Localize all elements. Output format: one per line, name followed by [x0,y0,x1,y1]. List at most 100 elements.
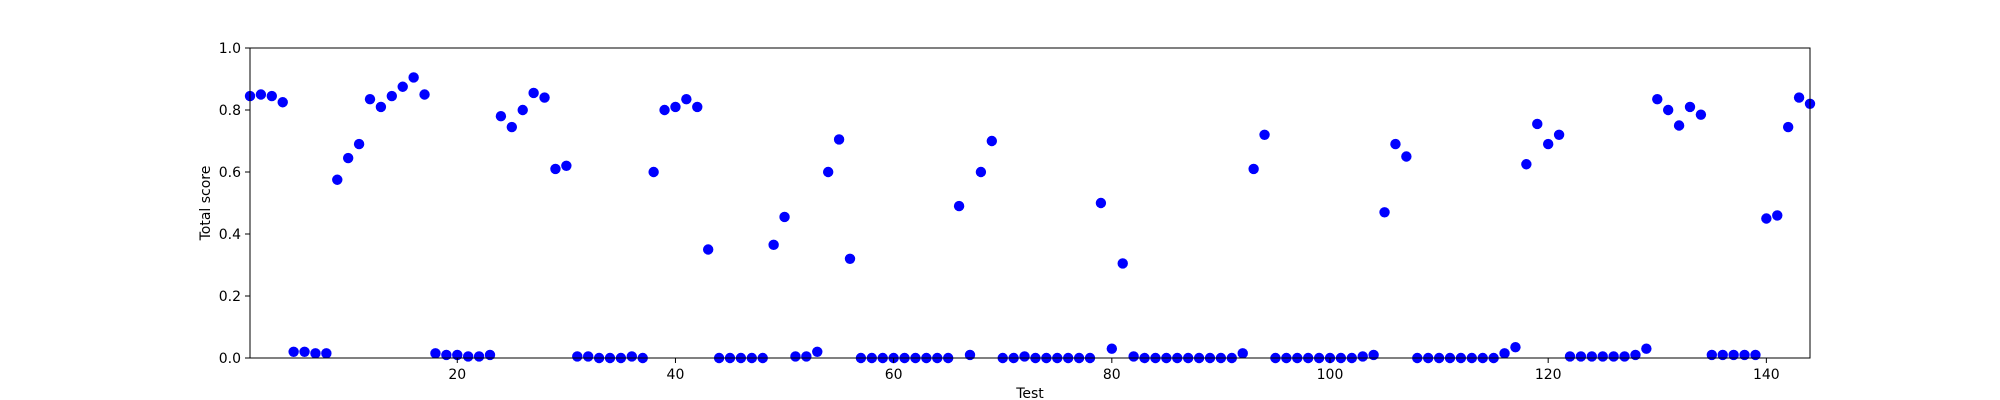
data-point [255,89,267,100]
data-point [1782,121,1794,133]
data-point [1532,118,1543,130]
data-point [1259,129,1270,140]
x-axis-label: Test [1015,386,1044,400]
x-tick-label: 140 [1753,367,1780,383]
data-point [506,121,518,133]
data-point [1761,213,1772,224]
data-point [670,101,681,113]
data-point [386,90,398,102]
data-point [462,351,474,362]
data-point [342,152,354,164]
y-tick-label: 0.4 [219,227,241,243]
data-point [702,244,714,255]
data-point [1662,104,1674,116]
data-point [1695,109,1707,120]
data-point [1684,101,1696,113]
data-point [1095,197,1107,209]
y-tick-label: 0.8 [219,103,241,119]
data-point [561,160,572,171]
x-axis-ticks: 20 40 60 80 100 120 140 [448,358,1780,383]
data-point [441,349,452,361]
data-point [1390,138,1401,150]
data-point [953,200,965,212]
x-tick-label: 40 [667,367,685,383]
data-point [332,174,343,185]
data-point [375,101,387,113]
data-point [539,92,550,103]
data-point [779,211,790,223]
data-point [1106,343,1118,354]
data-point [1237,348,1248,359]
data-point [1597,351,1608,362]
data-point [1401,151,1412,162]
data-point [648,166,659,178]
data-point [353,138,365,150]
data-point [1521,159,1532,170]
data-point [299,346,310,357]
data-point [1630,349,1641,361]
data-point [975,166,987,178]
y-tick-label: 0.6 [219,165,241,181]
data-point [1368,349,1379,361]
data-point [1510,341,1521,353]
data-point [484,349,496,361]
data-point [812,346,823,357]
data-point [659,104,670,116]
data-point [1575,351,1587,362]
data-point [430,348,441,359]
data-point [1750,349,1761,361]
data-point [1248,163,1259,175]
data-point [364,93,376,105]
data-point [801,351,812,362]
x-tick-label: 80 [1103,367,1121,383]
data-point [1772,210,1783,221]
data-point [1793,92,1805,103]
data-point [321,348,332,359]
data-point [626,351,638,362]
data-point [1652,93,1663,105]
x-tick-label: 60 [885,367,903,383]
data-point [1586,351,1598,362]
data-point [1641,343,1652,354]
data-point [582,351,594,362]
data-point [495,111,507,122]
data-point [517,104,528,116]
data-point [310,348,321,359]
data-point [452,349,463,361]
data-point [986,135,998,147]
x-tick-label: 120 [1535,367,1562,383]
data-point [528,87,539,99]
data-point [1128,351,1139,362]
y-tick-label: 0.2 [219,289,241,305]
data-point [397,81,408,92]
data-point [1706,349,1718,361]
data-point [1619,351,1630,362]
data-point [1117,258,1128,269]
data-point [1728,349,1739,361]
data-point [1553,129,1565,140]
data-point [964,349,976,361]
y-axis-label: Total score [198,166,214,242]
y-tick-label: 1.0 [219,41,241,57]
data-point [822,166,834,178]
data-point [419,89,430,100]
data-point [1357,351,1368,362]
data-point [681,93,692,105]
data-point [1739,349,1750,361]
data-point [473,351,485,362]
y-tick-label: 0.0 [219,351,241,367]
data-point [288,346,299,357]
x-tick-label: 100 [1317,367,1344,383]
data-point [572,351,583,362]
data-point [768,239,779,251]
plot-frame [249,47,1811,359]
data-point [1019,351,1030,362]
data-point [1673,120,1685,131]
data-point [408,72,419,83]
x-tick-label: 20 [448,367,466,383]
data-point [833,134,845,145]
data-point [1564,351,1576,362]
data-point [1608,351,1619,362]
